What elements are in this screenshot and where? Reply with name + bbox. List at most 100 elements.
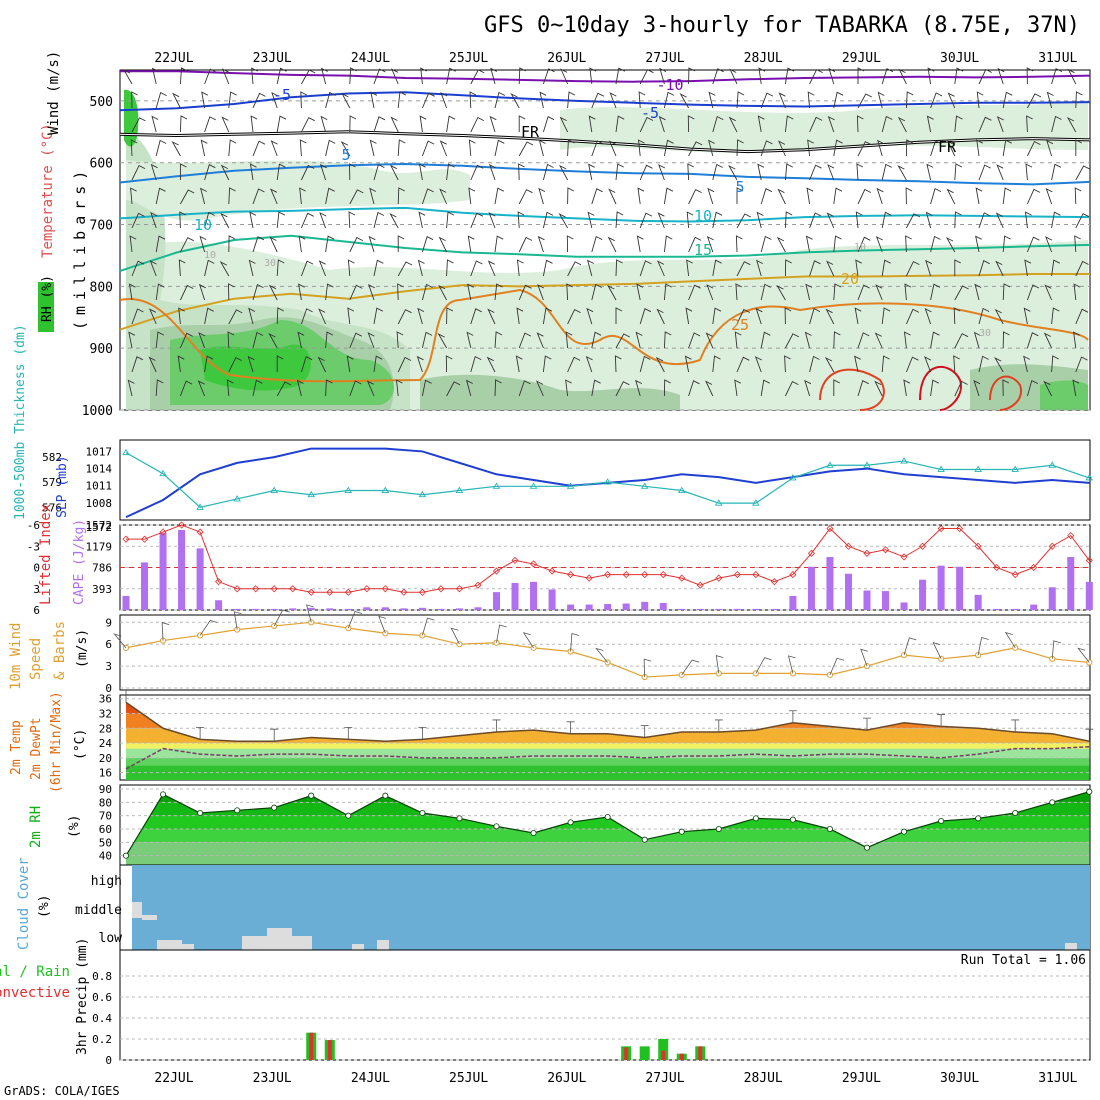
temp2m-label: 2m Temp bbox=[9, 720, 24, 775]
li-point bbox=[122, 535, 130, 543]
wind-barb bbox=[656, 308, 665, 325]
wind-barb bbox=[276, 211, 286, 229]
wind-barb bbox=[150, 163, 158, 181]
wind-barb bbox=[707, 187, 715, 205]
li-point bbox=[863, 549, 871, 557]
rh-point bbox=[234, 807, 241, 814]
temp-tick-label: 36 bbox=[99, 693, 112, 706]
temp-tick-label: 16 bbox=[99, 767, 112, 780]
wind-barb bbox=[881, 68, 894, 85]
li-tick-label: 6 bbox=[33, 604, 40, 617]
wind-barb bbox=[945, 236, 956, 253]
wind-barb bbox=[347, 259, 355, 277]
precip-tick-label: 0.4 bbox=[92, 1012, 112, 1025]
wind-barb bbox=[809, 164, 822, 181]
wind-barb bbox=[268, 284, 278, 301]
wind-barb bbox=[518, 380, 531, 397]
wind-barb bbox=[930, 140, 942, 157]
wind-barb bbox=[446, 259, 454, 277]
wind-barb bbox=[151, 115, 159, 133]
wind-barb bbox=[300, 91, 308, 109]
wind-barb bbox=[1075, 260, 1089, 277]
li-point bbox=[548, 567, 556, 575]
slp-line bbox=[125, 447, 1090, 519]
wind-barb bbox=[542, 163, 554, 181]
wind-barb bbox=[776, 236, 786, 253]
wind-barb bbox=[1026, 236, 1040, 253]
wind-barb bbox=[663, 235, 673, 253]
wind-barb bbox=[179, 380, 193, 397]
wind-barb bbox=[397, 235, 405, 252]
wind-barb bbox=[494, 331, 503, 349]
rh-point bbox=[493, 823, 500, 830]
wind10m-speed-label: Speed bbox=[28, 638, 44, 680]
li-point bbox=[844, 542, 853, 550]
wind-barb bbox=[1025, 163, 1033, 181]
temp-tick-label: 32 bbox=[99, 707, 112, 720]
cape-bar bbox=[733, 608, 741, 610]
isotherm-line bbox=[119, 206, 1091, 223]
wind-barb bbox=[1051, 211, 1061, 229]
cloud-level-label: low bbox=[99, 931, 123, 946]
thickness-point bbox=[344, 486, 353, 493]
wind-barb bbox=[248, 259, 256, 277]
wind-barb bbox=[615, 115, 625, 133]
wind-barb bbox=[559, 116, 569, 133]
wind-barb bbox=[373, 68, 386, 85]
li-point bbox=[1048, 542, 1056, 550]
wind-barb bbox=[635, 331, 643, 349]
precip-panel: 0 0.2 0.4 0.6 0.8 Total / Rain Convective 3h… bbox=[0, 938, 1091, 1067]
cape-bar bbox=[900, 602, 908, 610]
wind-barb bbox=[421, 379, 432, 397]
wind-barb bbox=[1043, 380, 1053, 397]
wind-barb bbox=[827, 164, 835, 181]
wind-barb bbox=[686, 259, 693, 277]
wind-barb bbox=[760, 140, 773, 157]
wind-barb bbox=[122, 69, 133, 85]
li-point bbox=[715, 574, 723, 582]
wind-barb bbox=[685, 307, 693, 325]
wind-barb bbox=[587, 211, 595, 229]
date-label: 24JUL bbox=[351, 51, 390, 66]
wind-barb bbox=[784, 380, 799, 397]
wind-barb bbox=[591, 92, 605, 109]
wind-barb bbox=[179, 163, 187, 180]
wind-barb bbox=[857, 236, 871, 253]
cape-bar bbox=[381, 607, 389, 610]
wind-barb bbox=[369, 187, 377, 205]
wind-barb bbox=[903, 331, 911, 349]
date-label: 22JUL bbox=[154, 51, 193, 66]
precip-convective-label: Convective bbox=[0, 985, 70, 1001]
temp-minmax-bar bbox=[566, 721, 575, 734]
wind-barb bbox=[252, 379, 263, 397]
wind-barb bbox=[319, 163, 327, 181]
wind-barb bbox=[252, 188, 265, 205]
thickness-point bbox=[270, 486, 278, 493]
wind-barb bbox=[276, 307, 285, 325]
temp-band bbox=[126, 743, 1090, 749]
cape-bar bbox=[270, 608, 278, 610]
cloud-unit-label: (%) bbox=[37, 895, 52, 918]
pressure-tick-label: 800 bbox=[90, 280, 113, 295]
wind-barb bbox=[854, 355, 861, 373]
wind-barb bbox=[221, 68, 230, 85]
wind-barb bbox=[586, 307, 594, 325]
wind-barb bbox=[591, 283, 602, 301]
rh-region bbox=[420, 374, 680, 410]
wind-barb bbox=[954, 259, 962, 276]
li-point bbox=[733, 571, 741, 579]
isotherm-label: -5 bbox=[641, 104, 659, 122]
temp-tick-label: 28 bbox=[99, 722, 112, 735]
wind-barb bbox=[487, 308, 496, 325]
wind-barb bbox=[833, 379, 841, 396]
temp-minmax-bar bbox=[1085, 728, 1094, 742]
wind-barb bbox=[688, 332, 701, 349]
wind-barb bbox=[228, 235, 236, 253]
rh-point bbox=[308, 792, 315, 799]
wind-barb bbox=[687, 115, 695, 133]
wind-barb bbox=[1051, 259, 1061, 277]
li-point bbox=[622, 571, 630, 579]
cape-bar bbox=[418, 607, 426, 610]
wind-barb bbox=[760, 283, 772, 301]
